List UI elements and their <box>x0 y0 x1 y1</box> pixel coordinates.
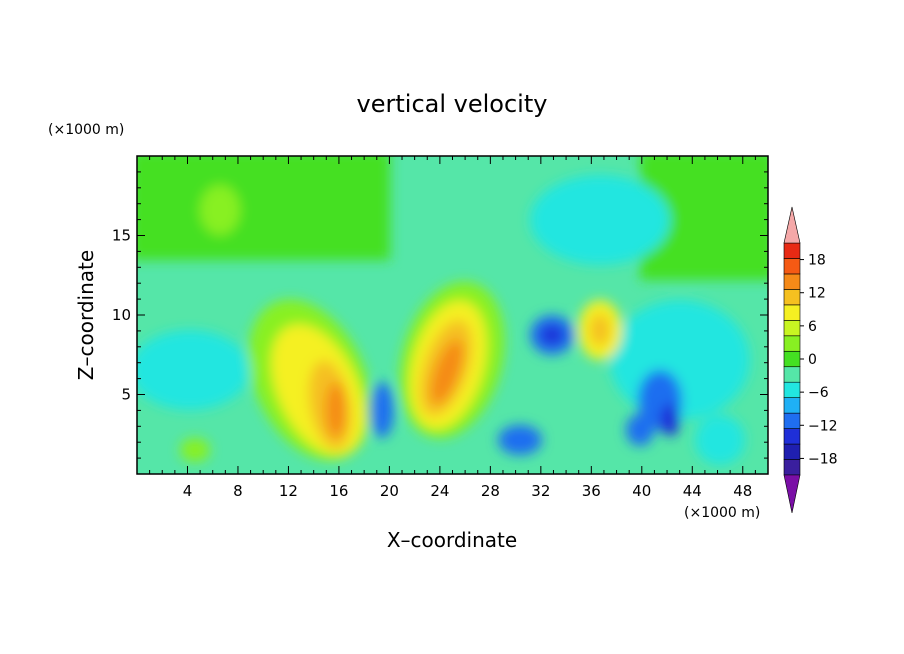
colorbar-band <box>783 381 801 398</box>
velocity-field <box>137 156 768 465</box>
downdraft-x30 <box>498 425 542 455</box>
updraft-3-core <box>590 314 610 346</box>
colorbar-band <box>783 397 801 414</box>
y-axis-label: Z–coordinate <box>74 250 98 380</box>
x-axis: 4 8 12 16 20 24 28 32 36 40 44 48 <box>149 156 756 500</box>
x-tick-label: 48 <box>733 482 752 500</box>
downdraft-x19-outer <box>370 382 394 438</box>
chart-title: vertical velocity <box>357 90 548 118</box>
colorbar-max-extend <box>783 206 801 244</box>
colorbar-tick-label: −12 <box>808 418 838 434</box>
colorbar-min-extend <box>783 474 801 514</box>
colorbar-tick-label: 6 <box>808 319 817 335</box>
x-axis-label: X–coordinate <box>387 528 517 552</box>
updraft-1-core <box>326 382 346 438</box>
left-cyan-region <box>137 330 250 410</box>
y-axis: 5 10 15 <box>112 171 768 459</box>
x-tick-label: 12 <box>279 482 298 500</box>
colorbar-tick-label: 0 <box>808 352 817 368</box>
x-tick-label: 40 <box>632 482 651 500</box>
colorbar-band <box>783 242 801 259</box>
x-tick-label: 28 <box>481 482 500 500</box>
x-tick-label: 16 <box>329 482 348 500</box>
colorbar-band <box>783 320 801 337</box>
x-tick-label: 44 <box>683 482 702 500</box>
colorbar-band <box>783 289 801 306</box>
y-unit-label: (×1000 m) <box>48 122 124 138</box>
downdraft-x34-core <box>540 325 564 345</box>
colorbar-band <box>783 273 801 290</box>
x-tick-label: 36 <box>582 482 601 500</box>
x-tick-label: 20 <box>380 482 399 500</box>
low-level-cyan-right <box>695 415 745 465</box>
x-tick-label: 32 <box>531 482 550 500</box>
upper-cyan-region <box>530 175 670 265</box>
colorbar-band <box>783 350 801 368</box>
y-tick-label: 10 <box>112 306 131 324</box>
low-level-green-left <box>180 438 210 462</box>
colorbar-tick-label: −6 <box>808 385 829 401</box>
colorbar: 18 12 6 0 −6 −12 −18 <box>783 206 838 514</box>
colorbar-band <box>783 335 801 352</box>
x-tick-label: 8 <box>233 482 243 500</box>
colorbar-tick-label: 12 <box>808 286 826 302</box>
x-unit-label: (×1000 m) <box>684 505 760 521</box>
colorbar-band <box>783 443 801 460</box>
colorbar-band <box>783 412 801 429</box>
x-tick-label: 24 <box>430 482 449 500</box>
plot-area <box>137 156 768 474</box>
colorbar-band <box>783 428 801 445</box>
upper-layer-region <box>137 156 390 260</box>
y-tick-label: 5 <box>121 386 131 404</box>
colorbar-band <box>783 304 801 321</box>
colorbar-band <box>783 258 801 275</box>
colorbar-tick-label: 18 <box>808 253 826 269</box>
updraft-2-core <box>430 339 464 405</box>
downdraft-x42-core <box>660 404 680 436</box>
colorbar-band <box>783 459 801 476</box>
upper-left-bright-region <box>200 185 240 235</box>
x-tick-label: 4 <box>183 482 193 500</box>
colorbar-band <box>783 366 801 383</box>
downdraft-x38 <box>626 414 654 446</box>
y-tick-label: 15 <box>112 227 131 245</box>
colorbar-tick-label: −18 <box>808 451 838 467</box>
